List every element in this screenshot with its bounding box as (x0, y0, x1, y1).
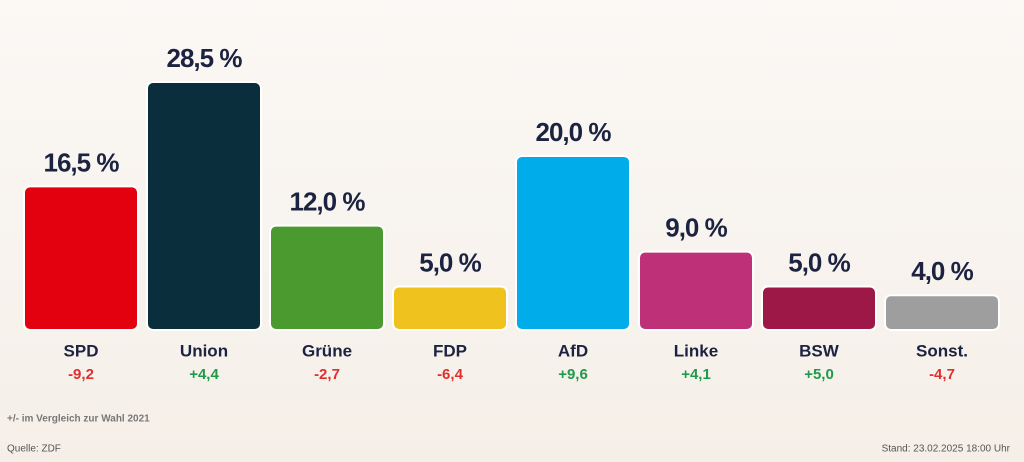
bar (146, 81, 262, 331)
category-label: AfD (558, 341, 588, 360)
change-label: -4,7 (929, 366, 955, 383)
bar (884, 294, 1000, 332)
bar (761, 285, 877, 332)
category-label: Sonst. (916, 341, 968, 360)
change-label: +4,1 (681, 366, 711, 383)
value-label: 20,0 % (536, 117, 612, 147)
change-label: +9,6 (558, 366, 588, 383)
source: Quelle: ZDF (7, 444, 61, 455)
timestamp: Stand: 23.02.2025 18:00 Uhr (882, 444, 1011, 455)
change-label: +4,4 (189, 366, 219, 383)
category-label: Union (180, 341, 228, 360)
change-label: -9,2 (68, 366, 94, 383)
value-label: 28,5 % (167, 43, 243, 73)
category-label: FDP (433, 341, 467, 360)
value-label: 9,0 % (665, 213, 727, 243)
value-label: 5,0 % (788, 247, 850, 277)
category-label: Grüne (302, 341, 352, 360)
value-label: 16,5 % (44, 147, 120, 177)
bar (269, 224, 385, 331)
bar (515, 154, 631, 331)
category-label: SPD (64, 341, 99, 360)
value-label: 5,0 % (419, 247, 481, 277)
category-label: BSW (799, 341, 840, 360)
change-label: -6,4 (437, 366, 464, 383)
note: +/- im Vergleich zur Wahl 2021 (7, 414, 150, 425)
change-label: +5,0 (804, 366, 834, 383)
bar (23, 185, 139, 331)
bar (638, 250, 754, 331)
value-label: 12,0 % (290, 186, 366, 216)
change-label: -2,7 (314, 366, 340, 383)
value-label: 4,0 % (911, 256, 973, 286)
category-label: Linke (674, 341, 718, 360)
bar (392, 285, 508, 332)
